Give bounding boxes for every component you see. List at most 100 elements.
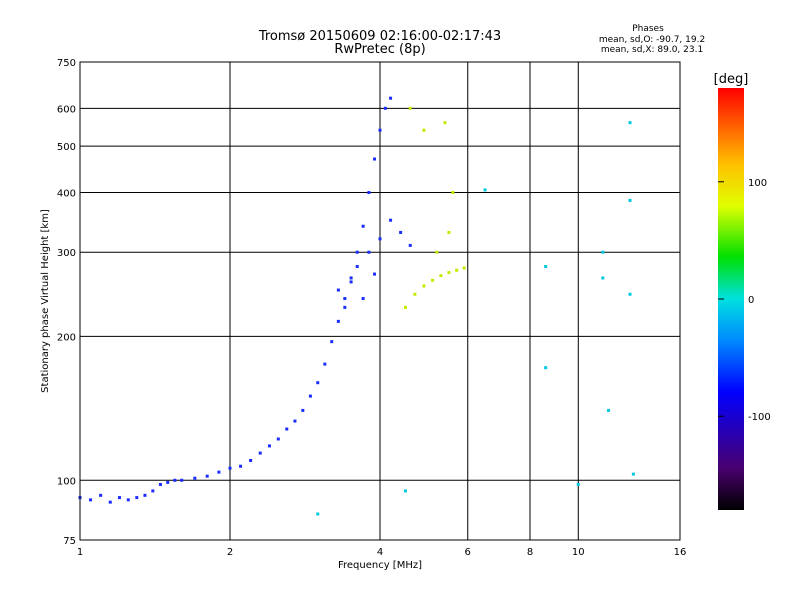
data-point [336, 319, 340, 323]
data-point [447, 271, 451, 275]
data-point [316, 381, 320, 385]
data-point [343, 305, 347, 309]
data-point [422, 284, 426, 288]
colorbar-ticks: 100 0 -100 [718, 178, 771, 423]
data-point [173, 478, 177, 482]
y-tick-label: 300 [57, 248, 76, 259]
data-point [403, 489, 407, 493]
phases-x-stats: mean, sd,X: 89.0, 23.1 [601, 45, 703, 55]
data-point [316, 512, 320, 516]
x-tick-label: 10 [572, 547, 585, 558]
data-point [166, 480, 170, 484]
data-point [408, 106, 412, 110]
data-point [330, 340, 334, 344]
data-point [143, 493, 147, 497]
data-point [349, 280, 353, 284]
data-point [293, 419, 297, 423]
data-point [258, 451, 262, 455]
chart-subtitle: RwPretec (8p) [334, 42, 425, 57]
plot-frame [79, 61, 681, 541]
phases-o-stats: mean, sd,O: -90.7, 19.2 [599, 35, 705, 45]
chart-title: Tromsø 20150609 02:16:00-02:17:43 [258, 29, 501, 44]
data-point [117, 496, 121, 500]
data-point [99, 493, 103, 497]
grid [79, 61, 681, 541]
data-point [422, 128, 426, 132]
data-point [336, 288, 340, 292]
x-tick-label: 1 [77, 547, 83, 558]
y-tick-label: 100 [57, 476, 76, 487]
y-tick-label: 600 [57, 104, 76, 115]
data-point [89, 498, 93, 502]
data-point [367, 190, 371, 194]
data-point [389, 218, 393, 222]
colorbar-tick-label: 0 [748, 295, 754, 306]
data-point [628, 121, 632, 125]
colorbar-tick-label: 100 [748, 178, 767, 189]
data-point [343, 297, 347, 301]
data-point [601, 250, 605, 254]
data-point [631, 472, 635, 476]
data-point [576, 482, 580, 486]
data-point [205, 474, 209, 478]
data-point [447, 230, 451, 234]
data-point [126, 498, 130, 502]
data-point [355, 265, 359, 269]
data-point [408, 243, 412, 247]
phases-heading: Phases [632, 24, 664, 34]
data-point [249, 458, 253, 462]
data-point [378, 128, 382, 132]
data-point [451, 190, 455, 194]
data-point [267, 444, 271, 448]
x-tick-label: 2 [227, 547, 233, 558]
data-point [462, 266, 466, 270]
y-tick-label: 200 [57, 332, 76, 343]
data-point [628, 198, 632, 202]
data-point [285, 427, 289, 431]
data-point [483, 188, 487, 192]
data-point [544, 265, 548, 269]
data-point [383, 106, 387, 110]
data-point [373, 272, 377, 276]
data-point [607, 408, 611, 412]
x-axis: 1 2 4 6 8 10 16 [77, 547, 687, 558]
data-point [276, 437, 280, 441]
data-point [439, 274, 443, 278]
data-point [367, 250, 371, 254]
data-point [323, 362, 327, 366]
data-point [455, 268, 459, 272]
colorbar-label: [deg] [714, 72, 749, 87]
x-tick-label: 4 [377, 547, 383, 558]
x-tick-label: 8 [527, 547, 533, 558]
data-point [361, 297, 365, 301]
data-point [135, 496, 139, 500]
data-point [403, 305, 407, 309]
data-points [78, 96, 635, 516]
data-point [628, 292, 632, 296]
data-point [308, 394, 312, 398]
y-tick-label: 75 [63, 536, 76, 547]
data-point [361, 224, 365, 228]
data-point [193, 476, 197, 480]
y-axis-label: Stationary phase Virtual Height [km] [40, 209, 51, 393]
data-point [301, 408, 305, 412]
x-tick-label: 6 [465, 547, 471, 558]
data-point [389, 96, 393, 100]
y-tick-label: 750 [57, 58, 76, 69]
y-tick-label: 500 [57, 142, 76, 153]
data-point [431, 278, 435, 282]
x-axis-label: Frequency [MHz] [338, 560, 422, 571]
data-point [443, 121, 447, 125]
y-tick-label: 400 [57, 188, 76, 199]
y-axis: 75 100 200 300 400 500 600 750 [57, 58, 76, 547]
x-tick-label: 16 [674, 547, 687, 558]
data-point [108, 500, 112, 504]
data-point [228, 466, 232, 470]
data-point [217, 470, 221, 474]
data-point [355, 250, 359, 254]
data-point [158, 482, 162, 486]
data-point [544, 366, 548, 370]
data-point [180, 478, 184, 482]
data-point [435, 250, 439, 254]
